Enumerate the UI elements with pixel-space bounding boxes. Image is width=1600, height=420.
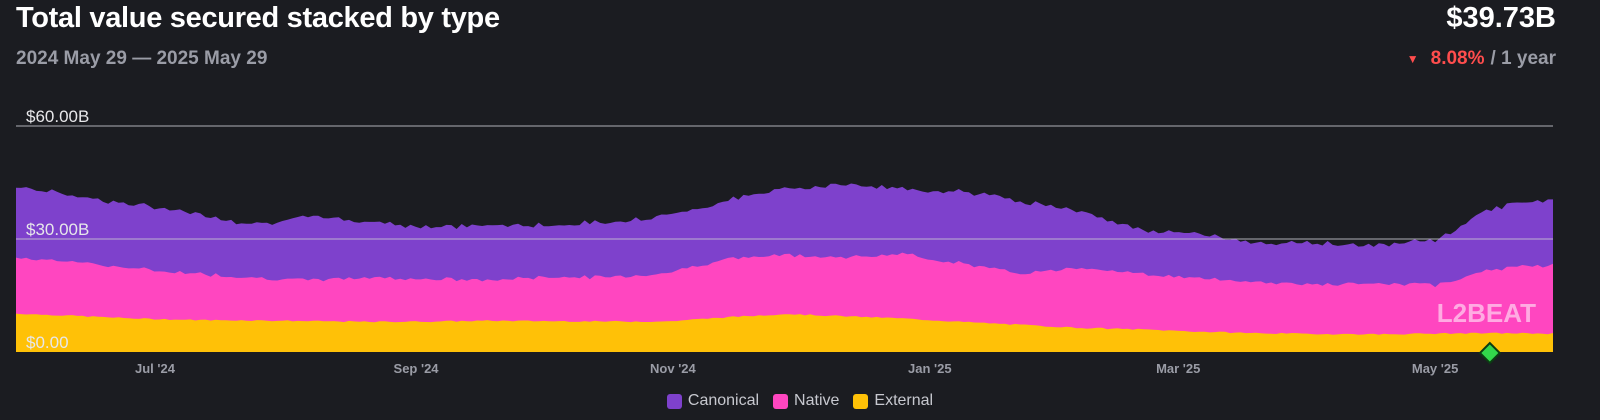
legend-label: External — [874, 392, 934, 409]
chart-marker-diamond[interactable] — [1478, 341, 1502, 365]
x-tick-label: Nov '24 — [650, 361, 696, 376]
date-range: 2024 May 29 — 2025 May 29 — [16, 48, 268, 69]
chart-title: Total value secured stacked by type — [16, 2, 500, 34]
series-area-external — [16, 313, 1553, 352]
x-tick-label: Jul '24 — [135, 361, 176, 376]
y-tick-label: $30.00B — [26, 220, 89, 239]
y-tick-label: $60.00B — [26, 107, 89, 126]
down-arrow-icon: ▼ — [1406, 52, 1419, 66]
change-percent: 8.08% — [1430, 48, 1485, 69]
chart-legend: Canonical Native External — [0, 392, 1600, 410]
change-indicator: ▼ 8.08% / 1 year — [1407, 48, 1556, 70]
legend-item-canonical[interactable]: Canonical — [666, 392, 760, 410]
x-tick-label: May '25 — [1412, 361, 1458, 376]
x-tick-label: Sep '24 — [394, 361, 440, 376]
l2beat-watermark: L2BEAT — [1437, 298, 1536, 328]
legend-swatch — [666, 393, 682, 409]
legend-item-external[interactable]: External — [853, 392, 933, 410]
legend-label: Native — [794, 392, 840, 409]
legend-swatch — [853, 393, 869, 409]
stacked-area-chart[interactable]: $0.00 $30.00B $60.00B Jul '24 Sep '24 Nov '24… — [0, 0, 1600, 392]
x-tick-label: Mar '25 — [1156, 361, 1200, 376]
legend-swatch — [773, 393, 789, 409]
y-tick-label: $0.00 — [26, 333, 69, 352]
change-period: / 1 year — [1490, 48, 1557, 69]
legend-label: Canonical — [687, 392, 760, 409]
x-tick-label: Jan '25 — [908, 361, 952, 376]
total-value: $39.73B — [1446, 2, 1556, 34]
legend-item-native[interactable]: Native — [773, 392, 839, 410]
